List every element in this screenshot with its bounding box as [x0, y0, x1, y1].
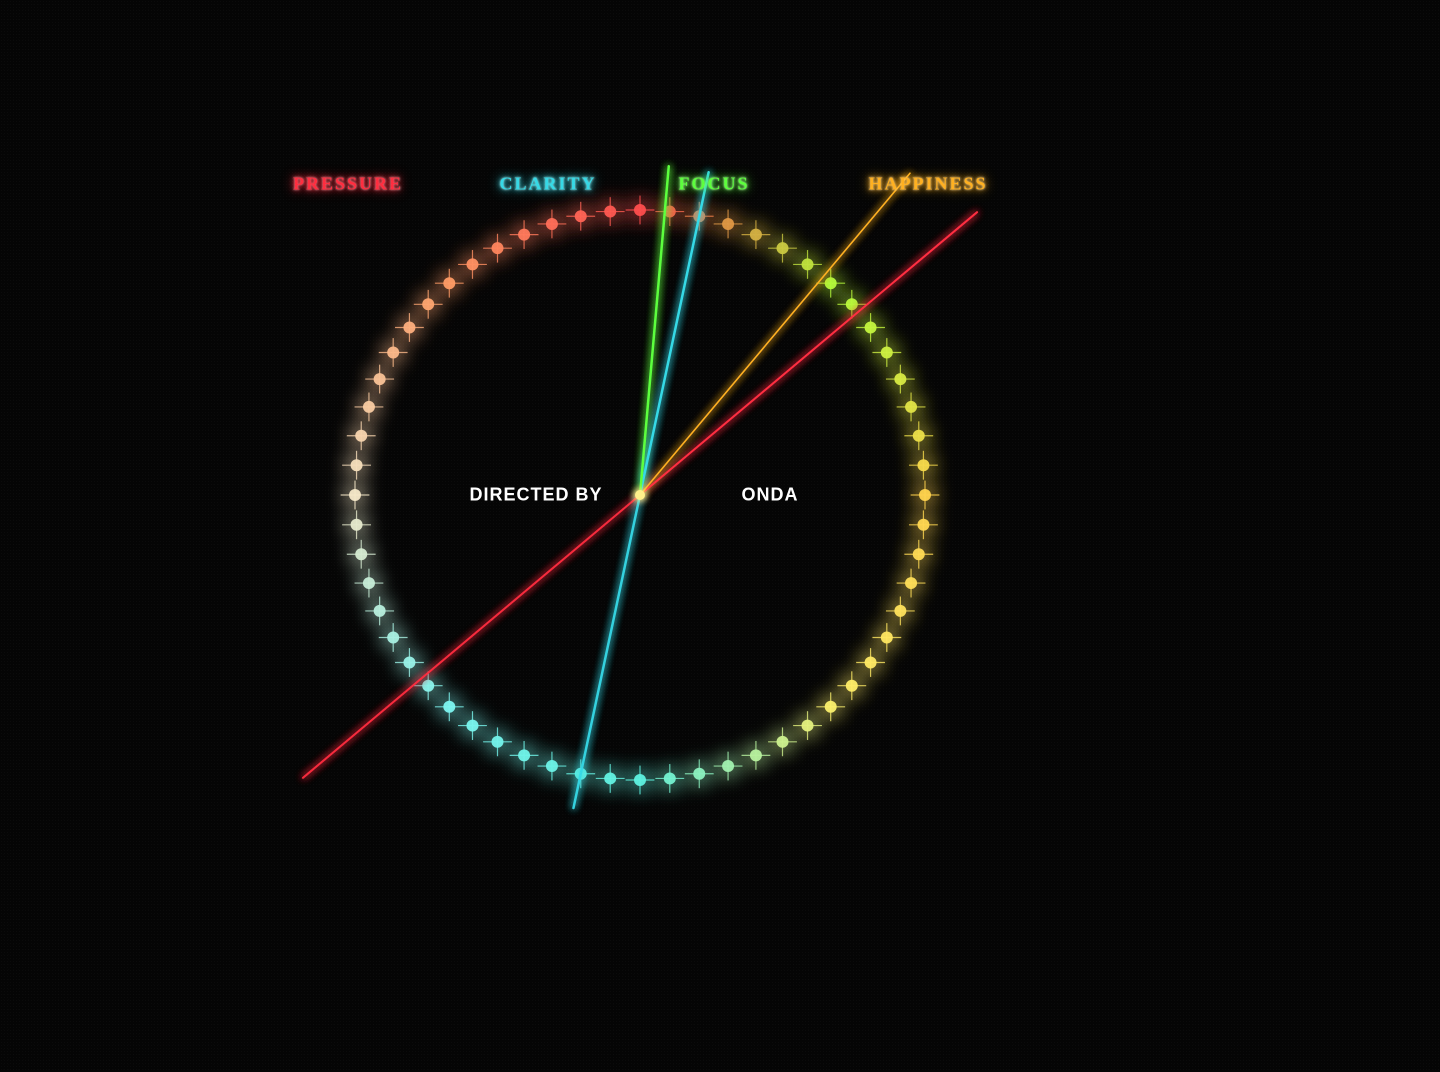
ray-happiness	[640, 173, 910, 495]
diagram-svg	[0, 0, 1440, 1072]
center-point	[635, 490, 645, 500]
label-clarity: CLARITY	[499, 174, 596, 195]
center-label-1: ONDA	[742, 485, 799, 506]
center-label-0: DIRECTED BY	[469, 485, 602, 506]
rays	[303, 166, 977, 808]
label-pressure: PRESSURE	[293, 174, 403, 195]
label-focus: FOCUS	[678, 174, 749, 195]
stage: PRESSURE CLARITY FOCUS HAPPINESS DIRECTED BY…	[0, 0, 1440, 1072]
label-happiness: HAPPINESS	[868, 174, 987, 195]
ray-focus	[640, 166, 669, 495]
